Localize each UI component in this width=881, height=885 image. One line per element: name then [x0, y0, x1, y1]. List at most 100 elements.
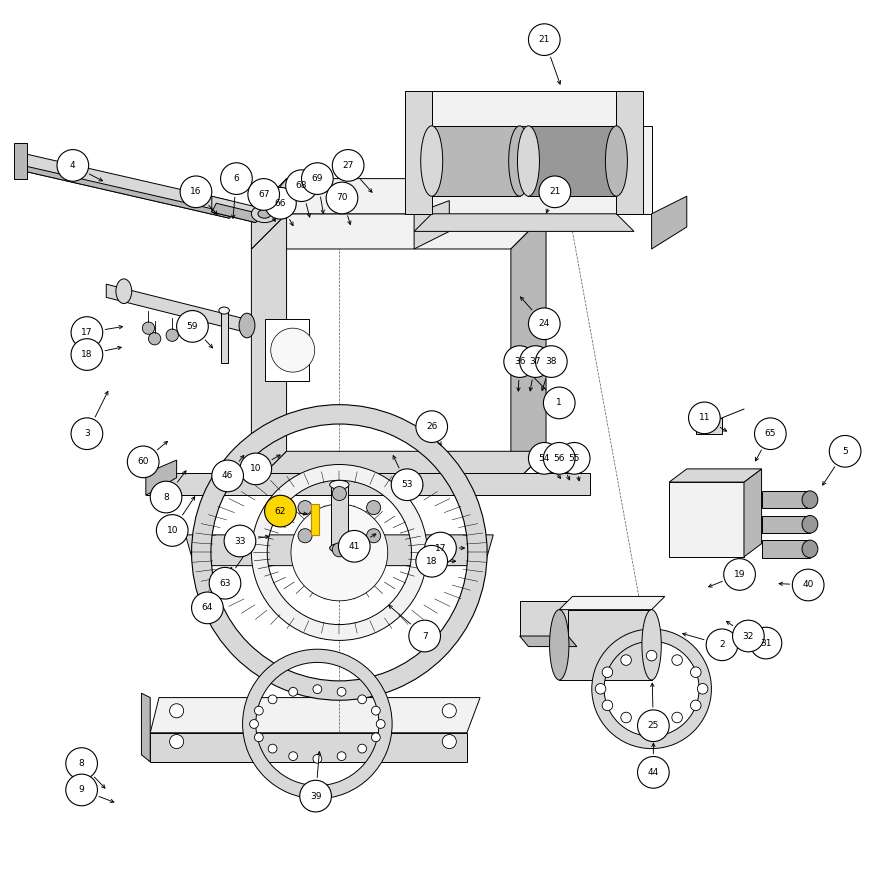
- Polygon shape: [414, 214, 634, 231]
- Polygon shape: [761, 515, 810, 533]
- Circle shape: [255, 733, 263, 742]
- Circle shape: [289, 751, 298, 760]
- Circle shape: [240, 453, 271, 485]
- Text: 18: 18: [426, 557, 438, 566]
- Text: 62: 62: [275, 506, 286, 516]
- Circle shape: [544, 387, 575, 419]
- Circle shape: [672, 712, 683, 723]
- Circle shape: [536, 346, 567, 377]
- Polygon shape: [220, 311, 227, 364]
- Polygon shape: [19, 152, 229, 219]
- Polygon shape: [19, 165, 233, 219]
- Text: 37: 37: [529, 357, 541, 366]
- Circle shape: [529, 24, 560, 56]
- Circle shape: [149, 333, 161, 345]
- Text: 40: 40: [803, 581, 814, 589]
- Circle shape: [209, 567, 241, 599]
- Circle shape: [750, 627, 781, 659]
- Circle shape: [372, 706, 381, 715]
- Text: 18: 18: [81, 350, 93, 359]
- Circle shape: [291, 504, 388, 601]
- Text: 36: 36: [514, 357, 525, 366]
- Circle shape: [338, 530, 370, 562]
- Text: 32: 32: [743, 632, 754, 641]
- Polygon shape: [511, 214, 546, 487]
- Polygon shape: [311, 504, 319, 535]
- Text: 54: 54: [538, 454, 550, 463]
- Text: 1: 1: [557, 398, 562, 407]
- Text: 59: 59: [187, 322, 198, 331]
- Text: 70: 70: [337, 194, 348, 203]
- Text: 25: 25: [648, 721, 659, 730]
- Polygon shape: [744, 469, 761, 557]
- Circle shape: [332, 543, 346, 557]
- Circle shape: [169, 704, 183, 718]
- Circle shape: [337, 688, 346, 696]
- Ellipse shape: [421, 126, 442, 196]
- Circle shape: [366, 528, 381, 543]
- Text: 5: 5: [842, 447, 848, 456]
- Circle shape: [647, 717, 657, 727]
- Ellipse shape: [517, 126, 539, 196]
- Circle shape: [326, 182, 358, 214]
- Circle shape: [298, 501, 312, 515]
- Polygon shape: [761, 491, 810, 509]
- Polygon shape: [251, 179, 546, 214]
- Polygon shape: [529, 126, 617, 196]
- Polygon shape: [211, 196, 255, 223]
- Circle shape: [57, 150, 89, 181]
- Ellipse shape: [329, 481, 349, 489]
- Circle shape: [698, 683, 708, 694]
- Text: 39: 39: [310, 791, 322, 801]
- Circle shape: [151, 481, 181, 513]
- Ellipse shape: [802, 515, 818, 533]
- Text: 4: 4: [70, 161, 76, 170]
- Circle shape: [71, 339, 103, 370]
- Circle shape: [211, 460, 243, 492]
- Text: 10: 10: [250, 465, 262, 473]
- Ellipse shape: [802, 540, 818, 558]
- Circle shape: [300, 781, 331, 812]
- Circle shape: [792, 569, 824, 601]
- Circle shape: [264, 188, 296, 219]
- Polygon shape: [251, 214, 546, 249]
- Ellipse shape: [218, 307, 229, 314]
- Polygon shape: [107, 284, 247, 333]
- Text: 31: 31: [760, 639, 772, 648]
- Circle shape: [829, 435, 861, 467]
- Circle shape: [504, 346, 536, 377]
- Circle shape: [520, 346, 552, 377]
- Circle shape: [366, 501, 381, 515]
- Polygon shape: [185, 535, 493, 566]
- Text: 8: 8: [163, 493, 169, 502]
- Polygon shape: [151, 697, 480, 733]
- Polygon shape: [251, 214, 286, 487]
- Text: 11: 11: [699, 413, 710, 422]
- Circle shape: [602, 667, 612, 678]
- Text: 9: 9: [78, 786, 85, 795]
- Ellipse shape: [802, 491, 818, 509]
- Text: 7: 7: [422, 632, 427, 641]
- Circle shape: [313, 754, 322, 763]
- Circle shape: [358, 744, 366, 753]
- Polygon shape: [559, 596, 665, 610]
- Circle shape: [529, 442, 560, 474]
- Circle shape: [707, 629, 737, 660]
- Circle shape: [638, 710, 670, 742]
- Polygon shape: [211, 204, 260, 223]
- Ellipse shape: [258, 210, 271, 219]
- Polygon shape: [670, 469, 761, 482]
- Circle shape: [224, 525, 255, 557]
- Text: 64: 64: [202, 604, 213, 612]
- Text: 69: 69: [312, 174, 323, 183]
- Circle shape: [157, 515, 188, 546]
- Ellipse shape: [239, 313, 255, 338]
- Circle shape: [166, 329, 178, 342]
- Circle shape: [268, 744, 277, 753]
- Polygon shape: [520, 636, 577, 647]
- Polygon shape: [617, 90, 643, 214]
- Polygon shape: [520, 601, 568, 636]
- Text: 21: 21: [538, 35, 550, 44]
- Circle shape: [416, 545, 448, 577]
- Circle shape: [285, 170, 317, 202]
